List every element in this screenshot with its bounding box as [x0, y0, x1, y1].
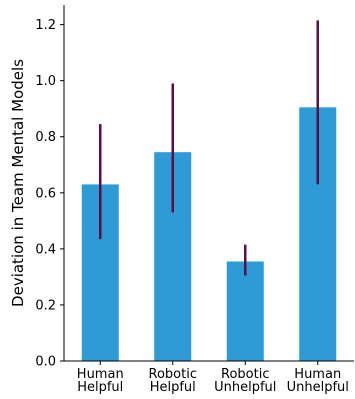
- x-tick-label: Human: [77, 367, 124, 382]
- axes-group: [63, 5, 354, 362]
- bar: [226, 261, 264, 361]
- y-tick-label: 0.4: [35, 242, 56, 257]
- error-bars-group: [99, 20, 319, 276]
- y-axis-label: Deviation in Team Mental Models: [9, 59, 27, 307]
- x-tick-label: Unhelpful: [214, 380, 276, 395]
- y-tick-label: 0.2: [35, 298, 56, 313]
- y-tick-label: 0.8: [35, 130, 56, 145]
- x-tick-label: Human: [294, 367, 341, 382]
- y-tick-label: 1.2: [35, 18, 56, 33]
- x-tick-label: Robotic: [149, 367, 197, 382]
- bars-group: [81, 107, 337, 361]
- y-tick-label: 0.6: [35, 186, 56, 201]
- x-tick-label: Unhelpful: [287, 380, 349, 395]
- x-tick-label: Helpful: [77, 380, 123, 395]
- y-tick-label: 1.0: [35, 74, 56, 89]
- x-tick-label: Helpful: [150, 380, 196, 395]
- x-tick-label: Robotic: [221, 367, 269, 382]
- y-ticks-group: 0.0 0.2 0.4 0.6 0.8 1.0 1.2: [35, 18, 64, 370]
- x-ticks-group: HumanHelpfulRoboticHelpfulRoboticUnhelpf…: [77, 361, 349, 395]
- y-tick-label: 0.0: [35, 355, 56, 370]
